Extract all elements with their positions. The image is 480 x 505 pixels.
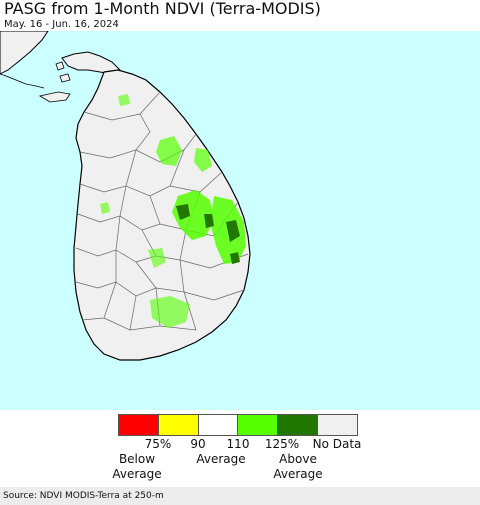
map-title: PASG from 1-Month NDVI (Terra-MODIS) bbox=[4, 0, 321, 18]
island bbox=[55, 61, 65, 71]
sri-lanka-land bbox=[73, 69, 251, 361]
map-panel bbox=[0, 31, 480, 410]
legend-above-average: Above Average bbox=[273, 452, 322, 482]
mannar-island bbox=[38, 91, 71, 103]
above-average-text: Above Average bbox=[273, 452, 323, 481]
legend-tick-90: 90 bbox=[190, 437, 206, 451]
below-average-text: Below Average bbox=[112, 452, 162, 481]
legend-swatch-below bbox=[158, 415, 199, 435]
legend-tick-110: 110 bbox=[226, 437, 250, 451]
legend-color-bar bbox=[118, 414, 358, 436]
india-coast bbox=[0, 31, 49, 75]
date-range: May. 16 - Jun. 16, 2024 bbox=[4, 19, 119, 30]
india-coast-detail bbox=[0, 73, 45, 89]
legend-swatch-well-above bbox=[278, 415, 319, 435]
legend-tick-75: 75% bbox=[144, 437, 172, 451]
legend-tick-125: 125% bbox=[264, 437, 300, 451]
legend-swatch-above bbox=[238, 415, 279, 435]
source-footer: Source: NDVI MODIS-Terra at 250-m bbox=[0, 487, 480, 505]
legend-average: Average bbox=[196, 452, 246, 466]
legend-swatch-no-data bbox=[318, 415, 357, 435]
map-canvas bbox=[0, 31, 251, 361]
ndvi-above-average-areas bbox=[100, 94, 246, 328]
island bbox=[59, 73, 71, 83]
legend-swatch-average bbox=[198, 415, 239, 435]
legend-below-average: Below Average bbox=[112, 452, 161, 482]
legend-no-data-label: No Data bbox=[312, 437, 362, 451]
legend-swatch-well-below bbox=[119, 415, 159, 435]
